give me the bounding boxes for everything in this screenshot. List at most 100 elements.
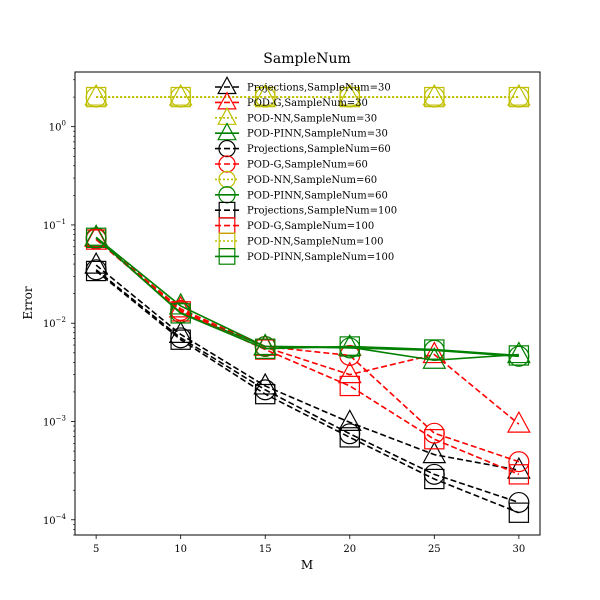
circle-marker bbox=[423, 422, 445, 444]
series-line bbox=[95, 264, 520, 471]
square-marker bbox=[508, 345, 530, 366]
triangle-marker bbox=[422, 441, 447, 464]
x-tick-label: 5 bbox=[93, 544, 99, 555]
legend-entry: POD-PINN,SampleNum=60 bbox=[215, 186, 388, 204]
legend-label: POD-PINN,SampleNum=30 bbox=[247, 129, 388, 140]
square-marker bbox=[170, 329, 191, 350]
series-line bbox=[95, 270, 520, 514]
legend-label: POD-PINN,SampleNum=100 bbox=[247, 252, 394, 263]
triangle-marker bbox=[422, 341, 447, 364]
x-axis-label: M bbox=[301, 558, 313, 572]
triangle-marker bbox=[168, 83, 193, 106]
x-tick-label: 30 bbox=[512, 544, 525, 555]
triangle-marker bbox=[506, 456, 531, 479]
y-tick-exponent: −4 bbox=[56, 513, 67, 521]
triangle-marker bbox=[217, 122, 237, 141]
circle-marker bbox=[508, 451, 530, 473]
legend-entry: Projections,SampleNum=60 bbox=[215, 139, 391, 158]
square-marker bbox=[339, 86, 360, 108]
series-line bbox=[95, 237, 520, 425]
series-7 bbox=[85, 227, 530, 367]
legend-entry: Projections,SampleNum=100 bbox=[215, 201, 397, 219]
square-marker bbox=[508, 502, 530, 523]
series-10 bbox=[85, 86, 530, 108]
x-tick-label: 25 bbox=[428, 544, 441, 555]
square-marker bbox=[508, 464, 530, 485]
circle-marker bbox=[218, 155, 236, 173]
y-tick-label: 10−1 bbox=[43, 218, 66, 232]
square-marker bbox=[424, 86, 445, 108]
triangle-marker bbox=[217, 106, 237, 125]
square-marker bbox=[424, 429, 445, 450]
series-line bbox=[95, 238, 520, 476]
legend-label: Projections,SampleNum=60 bbox=[247, 144, 391, 155]
triangle-marker bbox=[84, 83, 109, 106]
triangle-marker bbox=[337, 333, 362, 356]
y-axis-label: Error bbox=[21, 286, 35, 319]
y-tick-exponent: 0 bbox=[62, 120, 66, 128]
legend-entry: POD-NN,SampleNum=30 bbox=[215, 106, 377, 125]
legend: Projections,SampleNum=30 POD-G,SampleNum=… bbox=[215, 75, 397, 265]
legend-entry: POD-PINN,SampleNum=100 bbox=[215, 248, 394, 265]
legend-entry: POD-NN,SampleNum=60 bbox=[215, 170, 377, 189]
legend-entry: Projections,SampleNum=30 bbox=[215, 75, 391, 95]
x-tick-label: 10 bbox=[174, 544, 187, 555]
y-tick-label: 100 bbox=[49, 120, 66, 134]
circle-marker bbox=[339, 423, 361, 445]
square-marker bbox=[424, 468, 445, 490]
triangle-marker bbox=[253, 83, 278, 106]
triangle-marker bbox=[217, 91, 237, 110]
legend-entry: POD-PINN,SampleNum=30 bbox=[215, 122, 388, 141]
plot-frame bbox=[74, 71, 541, 536]
legend-label: POD-G,SampleNum=100 bbox=[247, 221, 374, 232]
square-marker bbox=[170, 86, 191, 108]
square-marker bbox=[508, 86, 530, 108]
triangle-marker bbox=[337, 83, 362, 106]
legend-label: POD-NN,SampleNum=100 bbox=[247, 237, 384, 248]
square-marker bbox=[339, 336, 360, 357]
legend-label: POD-NN,SampleNum=60 bbox=[247, 175, 377, 186]
series-4 bbox=[85, 259, 530, 513]
square-marker bbox=[255, 86, 276, 108]
legend-entry: POD-G,SampleNum=100 bbox=[215, 217, 374, 235]
legend-label: Projections,SampleNum=100 bbox=[247, 206, 397, 217]
square-marker bbox=[424, 339, 445, 360]
square-marker bbox=[339, 375, 360, 397]
series-8 bbox=[85, 260, 530, 523]
y-tick-base: 10 bbox=[43, 319, 56, 330]
circle-marker bbox=[218, 139, 236, 158]
square-marker bbox=[255, 338, 276, 359]
square-marker bbox=[339, 427, 360, 448]
square-marker bbox=[85, 260, 107, 282]
triangle-marker bbox=[422, 83, 447, 106]
y-tick-exponent: −2 bbox=[56, 316, 66, 324]
series-11 bbox=[85, 227, 530, 366]
legend-label: Projections,SampleNum=30 bbox=[247, 83, 391, 94]
y-tick-base: 10 bbox=[43, 418, 56, 429]
legend-entry: POD-NN,SampleNum=100 bbox=[215, 232, 384, 250]
y-tick-label: 10−2 bbox=[43, 316, 66, 330]
triangle-marker bbox=[84, 223, 109, 246]
legend-label: POD-PINN,SampleNum=60 bbox=[247, 190, 388, 201]
legend-entry: POD-G,SampleNum=60 bbox=[215, 155, 368, 173]
series-5 bbox=[85, 228, 530, 473]
y-tick-label: 10−3 bbox=[43, 415, 66, 429]
triangle-marker bbox=[506, 83, 531, 106]
square-marker bbox=[255, 383, 276, 405]
triangle-marker bbox=[84, 251, 109, 274]
series-9 bbox=[85, 229, 530, 485]
series-0 bbox=[84, 251, 531, 479]
legend-label: POD-G,SampleNum=30 bbox=[247, 98, 368, 109]
legend-label: POD-NN,SampleNum=30 bbox=[247, 113, 377, 124]
triangle-marker bbox=[217, 75, 237, 95]
square-marker bbox=[85, 227, 107, 248]
y-tick-base: 10 bbox=[43, 221, 56, 232]
y-tick-exponent: −3 bbox=[56, 415, 66, 423]
square-marker bbox=[218, 248, 236, 265]
triangle-marker bbox=[506, 410, 531, 433]
triangle-marker bbox=[337, 409, 362, 431]
y-tick-exponent: −1 bbox=[56, 218, 66, 226]
triangle-marker bbox=[506, 341, 531, 364]
y-tick-label: 10−4 bbox=[43, 513, 67, 527]
